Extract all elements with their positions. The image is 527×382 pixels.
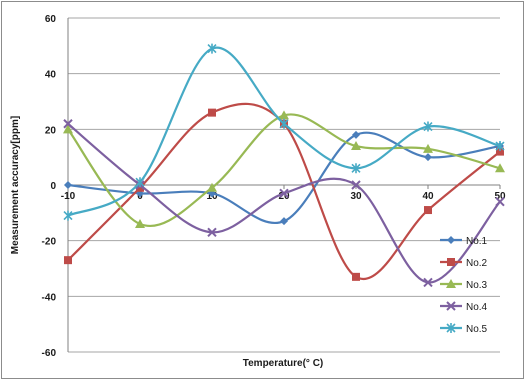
- y-tick-label: -20: [42, 237, 57, 248]
- data-point-no-5: [135, 177, 145, 188]
- y-axis-title: Measurement accuracy[ppm]: [10, 116, 21, 254]
- y-tick-label: -40: [42, 292, 57, 303]
- legend-swatch-marker: [447, 258, 455, 266]
- series-no-3: [63, 110, 505, 228]
- series-no-4: [63, 119, 505, 288]
- data-point-no-3: [279, 110, 289, 120]
- data-point-no-2: [496, 147, 504, 156]
- data-point-no-2: [424, 206, 432, 215]
- data-point-no-4: [207, 227, 217, 238]
- legend-label: No.4: [466, 302, 488, 313]
- series-no-5: [63, 43, 505, 221]
- legend-item-no-4: No.4: [440, 301, 488, 313]
- data-point-no-2: [64, 256, 72, 265]
- data-point-no-4: [279, 188, 289, 199]
- legend-swatch-marker: [446, 301, 456, 311]
- data-point-no-4: [495, 196, 505, 207]
- data-point-no-5: [423, 121, 433, 132]
- x-tick-label: 20: [278, 191, 290, 202]
- data-point-no-1: [352, 130, 360, 139]
- y-tick-label: 40: [45, 70, 57, 81]
- data-point-no-5: [279, 118, 289, 129]
- data-point-no-4: [423, 277, 433, 288]
- y-tick-label: 20: [45, 125, 57, 136]
- legend-item-no-3: No.3: [440, 279, 488, 291]
- legend-label: No.2: [466, 258, 488, 269]
- data-point-no-2: [136, 183, 144, 192]
- legend-item-no-2: No.2: [440, 258, 488, 269]
- x-tick-label: 40: [422, 191, 434, 202]
- data-point-no-5: [351, 163, 361, 174]
- x-tick-label: 50: [494, 191, 506, 202]
- legend-swatch-marker: [446, 323, 456, 333]
- x-axis-title: Temperature(° C): [243, 358, 324, 369]
- data-point-no-3: [351, 141, 361, 151]
- data-point-no-2: [352, 272, 360, 281]
- data-point-no-3: [207, 182, 217, 192]
- legend-label: No.1: [466, 236, 488, 247]
- series-layer: [63, 43, 505, 288]
- x-tick-label: -10: [61, 191, 76, 202]
- data-point-no-5: [207, 43, 217, 54]
- series-line-no-3: [67, 113, 501, 227]
- series-line-no-1: [67, 131, 501, 224]
- data-point-no-4: [351, 180, 361, 190]
- y-tick-label: -60: [42, 348, 57, 359]
- x-tick-label: 30: [350, 191, 362, 202]
- legend-swatch-marker: [446, 279, 456, 288]
- data-point-no-5: [63, 210, 73, 221]
- legend: No.1 No.2 No.3 No.4 No.5: [440, 236, 488, 335]
- data-point-no-3: [135, 218, 145, 228]
- y-tick-label: 60: [45, 14, 57, 25]
- gridlines: [68, 17, 500, 353]
- y-tick-label: 0: [50, 181, 56, 192]
- legend-label: No.5: [466, 324, 488, 335]
- data-point-no-3: [495, 163, 505, 173]
- data-point-no-3: [423, 143, 433, 153]
- data-point-no-1: [280, 217, 288, 226]
- data-point-no-4: [63, 119, 73, 129]
- y-tick-labels: -60 -40 -20 0 20 40 60: [42, 14, 57, 359]
- legend-swatch-marker: [447, 236, 455, 244]
- legend-item-no-1: No.1: [440, 236, 488, 247]
- legend-label: No.3: [466, 280, 488, 291]
- data-point-no-3: [63, 124, 73, 134]
- data-point-no-2: [208, 108, 216, 117]
- data-point-no-1: [64, 181, 72, 189]
- data-point-no-5: [495, 141, 505, 152]
- data-point-no-1: [424, 153, 432, 162]
- legend-item-no-5: No.5: [440, 323, 488, 335]
